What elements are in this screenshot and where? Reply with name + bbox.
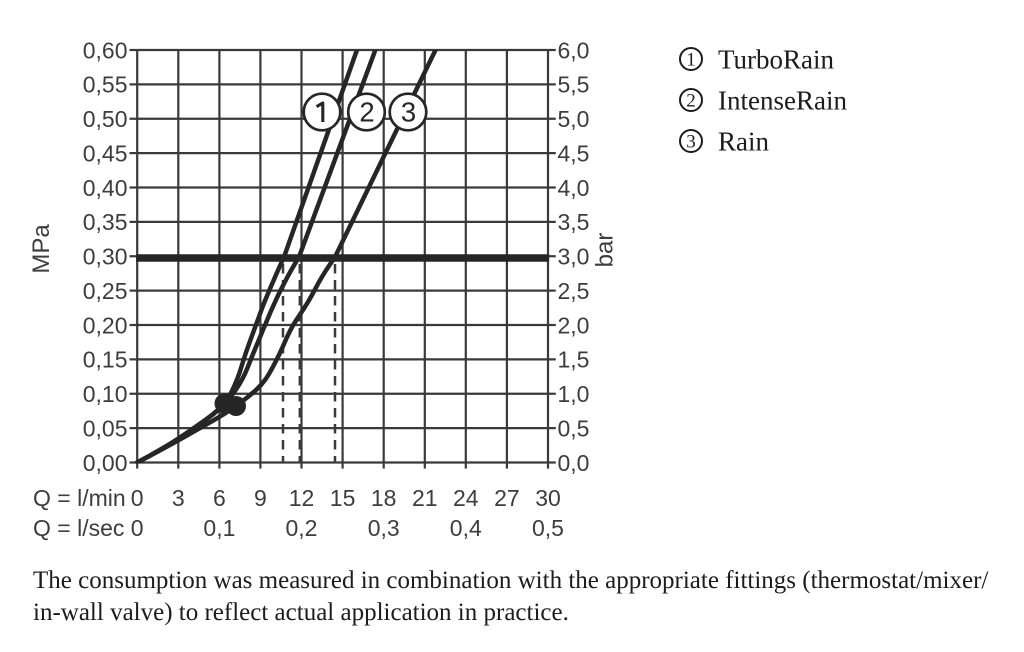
- svg-text:TurboRain: TurboRain: [718, 44, 835, 74]
- svg-text:15: 15: [330, 485, 356, 511]
- svg-text:0,2: 0,2: [286, 515, 318, 541]
- svg-text:3,0: 3,0: [558, 244, 590, 270]
- svg-text:MPa: MPa: [28, 224, 55, 274]
- svg-text:0,1: 0,1: [203, 515, 235, 541]
- svg-text:4,5: 4,5: [558, 140, 590, 166]
- svg-text:9: 9: [254, 485, 267, 511]
- svg-text:0,4: 0,4: [450, 515, 482, 541]
- svg-text:24: 24: [453, 485, 479, 511]
- svg-text:0,3: 0,3: [368, 515, 400, 541]
- svg-text:3: 3: [172, 485, 185, 511]
- svg-text:0,55: 0,55: [83, 72, 128, 98]
- svg-text:Q = l/min: Q = l/min: [33, 485, 126, 511]
- svg-text:0,25: 0,25: [83, 278, 128, 304]
- svg-text:5,0: 5,0: [558, 106, 590, 132]
- svg-text:IntenseRain: IntenseRain: [718, 85, 847, 115]
- svg-text:27: 27: [494, 485, 520, 511]
- svg-text:0,00: 0,00: [83, 450, 128, 476]
- svg-text:5,5: 5,5: [558, 72, 590, 98]
- svg-text:21: 21: [412, 485, 438, 511]
- svg-text:0,0: 0,0: [558, 450, 590, 476]
- svg-text:1,5: 1,5: [558, 347, 590, 373]
- svg-text:2: 2: [359, 97, 374, 128]
- svg-text:2: 2: [686, 91, 696, 112]
- svg-text:0,15: 0,15: [83, 347, 128, 373]
- svg-text:2,5: 2,5: [558, 278, 590, 304]
- svg-text:0,5: 0,5: [532, 515, 564, 541]
- svg-text:4,0: 4,0: [558, 175, 590, 201]
- svg-text:1: 1: [686, 50, 696, 71]
- svg-text:2,0: 2,0: [558, 312, 590, 338]
- svg-text:0,50: 0,50: [83, 106, 128, 132]
- svg-text:3: 3: [686, 132, 696, 153]
- svg-text:0: 0: [131, 485, 144, 511]
- svg-text:6,0: 6,0: [558, 37, 590, 63]
- svg-text:30: 30: [535, 485, 561, 511]
- svg-text:0,45: 0,45: [83, 140, 128, 166]
- svg-text:3,5: 3,5: [558, 209, 590, 235]
- svg-text:0,35: 0,35: [83, 209, 128, 235]
- svg-text:12: 12: [289, 485, 315, 511]
- svg-text:0: 0: [131, 515, 144, 541]
- svg-text:0,40: 0,40: [83, 175, 128, 201]
- svg-text:Q = l/sec: Q = l/sec: [33, 515, 124, 541]
- svg-text:0,30: 0,30: [83, 244, 128, 270]
- svg-text:6: 6: [213, 485, 226, 511]
- svg-text:0,05: 0,05: [83, 415, 128, 441]
- svg-text:0,10: 0,10: [83, 381, 128, 407]
- svg-text:in-wall valve) to reflect actu: in-wall valve) to reflect actual applica…: [33, 599, 569, 626]
- svg-text:The consumption was measured i: The consumption was measured in combinat…: [33, 567, 988, 594]
- svg-text:0,5: 0,5: [558, 415, 590, 441]
- svg-text:1,0: 1,0: [558, 381, 590, 407]
- svg-text:0,20: 0,20: [83, 312, 128, 338]
- svg-text:18: 18: [371, 485, 397, 511]
- svg-text:0,60: 0,60: [83, 37, 128, 63]
- svg-text:3: 3: [401, 97, 416, 128]
- svg-text:Rain: Rain: [718, 126, 769, 156]
- svg-text:bar: bar: [592, 233, 619, 268]
